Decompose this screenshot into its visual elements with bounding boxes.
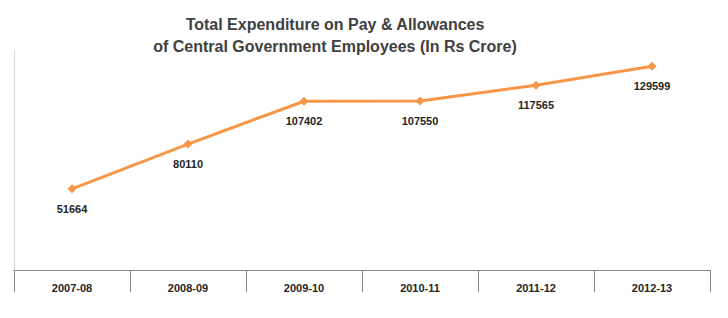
svg-text:107550: 107550 bbox=[402, 115, 439, 127]
svg-text:2012-13: 2012-13 bbox=[632, 282, 672, 294]
svg-text:80110: 80110 bbox=[173, 158, 203, 170]
svg-text:129599: 129599 bbox=[634, 80, 671, 92]
svg-text:2010-11: 2010-11 bbox=[400, 282, 440, 294]
svg-text:2008-09: 2008-09 bbox=[168, 282, 208, 294]
svg-text:117565: 117565 bbox=[518, 99, 554, 111]
svg-text:51664: 51664 bbox=[57, 203, 88, 215]
svg-text:2009-10: 2009-10 bbox=[284, 282, 324, 294]
svg-text:of Central Government Employee: of Central Government Employees (In Rs C… bbox=[153, 38, 517, 55]
svg-text:107402: 107402 bbox=[286, 115, 323, 127]
svg-text:Total Expenditure on Pay & All: Total Expenditure on Pay & Allowances bbox=[186, 16, 485, 33]
svg-text:2007-08: 2007-08 bbox=[52, 282, 92, 294]
svg-text:2011-12: 2011-12 bbox=[516, 282, 556, 294]
